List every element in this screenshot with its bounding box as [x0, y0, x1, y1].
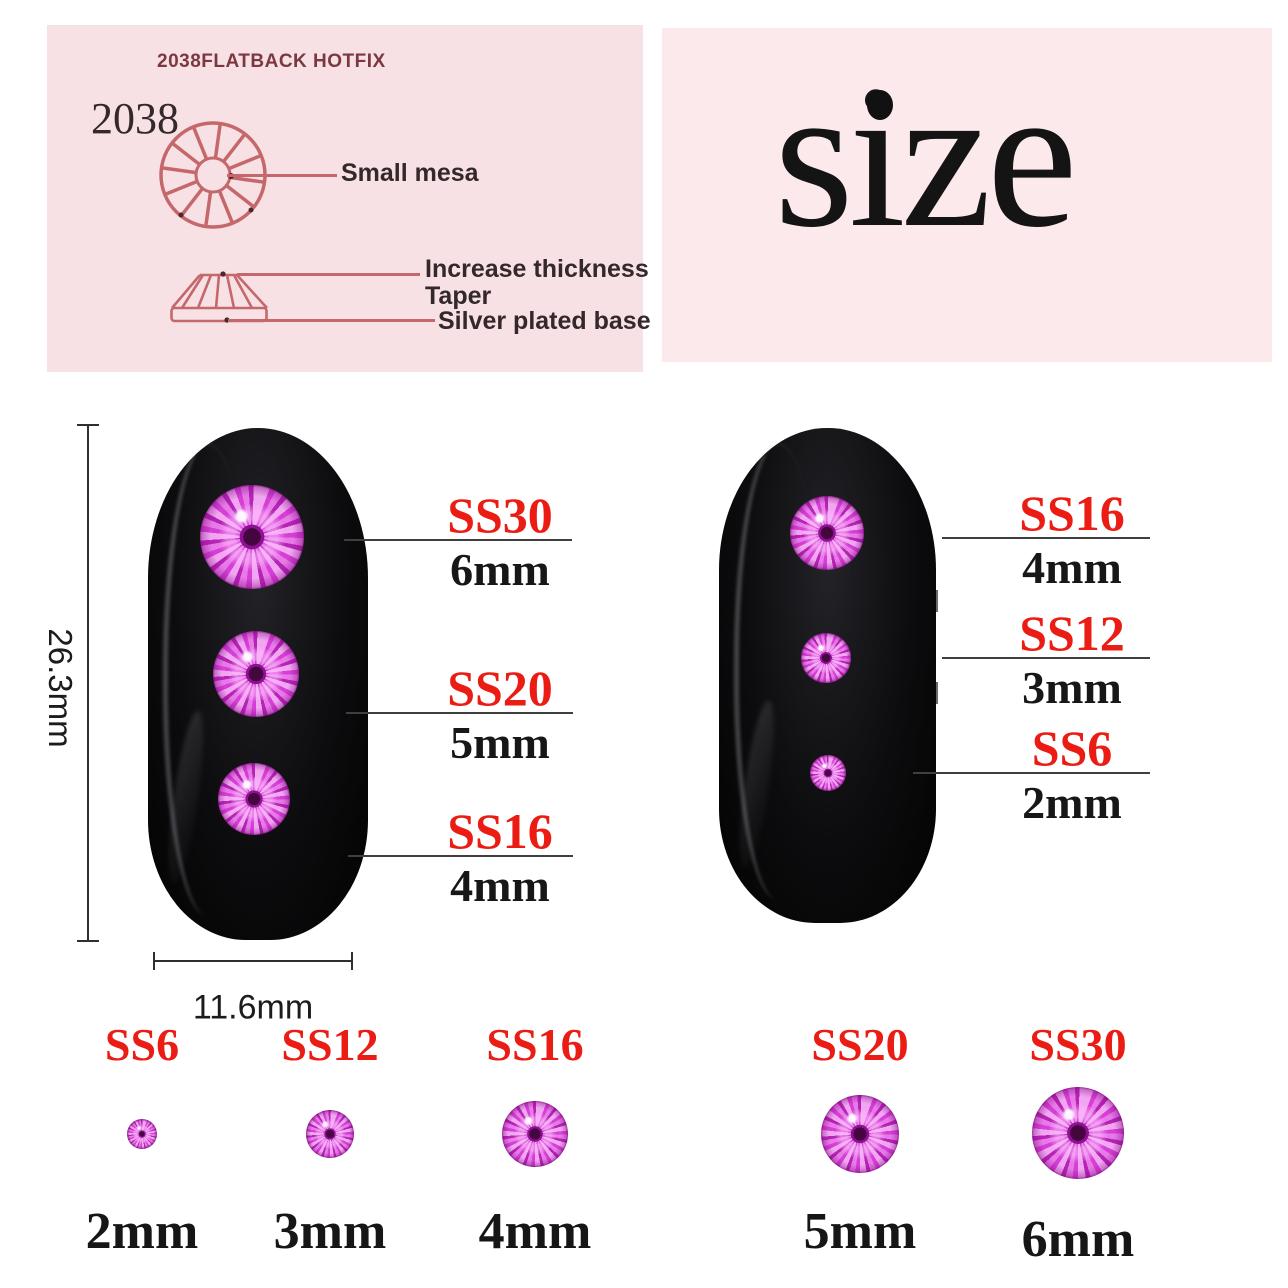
label-right-ss6-code: SS6 [1031, 720, 1113, 776]
row-ss6-code: SS6 [104, 1019, 180, 1070]
leader-left-ss16 [348, 855, 573, 857]
row-ss30-size: 6mm [1021, 1211, 1135, 1268]
label-right-ss16-code: SS16 [1019, 485, 1125, 541]
gem-row-ss30 [1032, 1087, 1124, 1179]
height-dimension-label: 26.3mm [42, 628, 79, 748]
label-left-ss16-size: 4mm [450, 860, 550, 911]
gem-left-ss20 [213, 631, 299, 717]
label-left-ss16-code: SS16 [447, 803, 553, 859]
leader-left-ss30 [344, 539, 572, 541]
label-right-ss16-size: 4mm [1022, 542, 1122, 593]
rhinestone-top-view-icon [159, 121, 267, 229]
rhinestone-side-view-icon [170, 271, 268, 323]
leader-right-ss12 [942, 657, 1150, 659]
spec-panel: 2038FLATBACK HOTFIX 2038 [47, 25, 651, 372]
gem-left-ss30 [200, 485, 304, 589]
callout-taper: Taper [425, 282, 492, 310]
i-dot [867, 90, 893, 120]
row-ss6-size: 2mm [85, 1203, 199, 1260]
base-leader-line [228, 319, 435, 322]
thickness-leader-line [237, 273, 420, 276]
width-dimension-line [153, 952, 353, 970]
label-left-ss20-code: SS20 [447, 660, 553, 716]
leader-left-ss20 [346, 712, 573, 714]
model-number: 2038 [91, 94, 179, 143]
row-ss20-size: 5mm [803, 1203, 917, 1260]
label-right-ss6-size: 2mm [1022, 777, 1122, 828]
size-heading: size [774, 43, 1078, 270]
row-ss20-code: SS20 [811, 1019, 909, 1070]
label-left-ss20-size: 5mm [450, 717, 550, 768]
gem-right-ss16 [790, 496, 864, 570]
gem-right-ss6 [810, 755, 846, 791]
spec-panel-title: 2038FLATBACK HOTFIX [157, 51, 386, 72]
gem-row-ss6 [127, 1119, 157, 1149]
gem-row-ss12 [306, 1110, 354, 1158]
label-left-ss30-code: SS30 [447, 487, 553, 543]
height-dimension-line [77, 424, 99, 942]
label-left-ss30-size: 6mm [450, 544, 550, 595]
gem-row-ss16 [502, 1101, 568, 1167]
gem-right-ss12 [801, 633, 851, 683]
mesa-leader-line [227, 174, 337, 177]
callout-increase-thickness: Increase thickness [425, 255, 649, 283]
row-ss16-size: 4mm [478, 1203, 592, 1260]
callout-silver-base: Silver plated base [438, 307, 651, 335]
size-panel: size [662, 28, 1272, 362]
row-ss16-code: SS16 [486, 1019, 584, 1070]
gem-left-ss16 [218, 763, 290, 835]
callout-small-mesa: Small mesa [341, 159, 479, 187]
width-dimension-label: 11.6mm [192, 988, 314, 1027]
label-right-ss12-code: SS12 [1019, 605, 1125, 661]
nail-right-edge-tick-2 [936, 682, 938, 704]
leader-right-ss16 [942, 537, 1150, 539]
gem-row-ss20 [821, 1095, 899, 1173]
label-right-ss12-size: 3mm [1022, 662, 1122, 713]
row-ss12-code: SS12 [281, 1019, 379, 1070]
row-ss12-size: 3mm [273, 1203, 387, 1260]
leader-right-ss6 [913, 772, 1150, 774]
nail-right-edge-tick-1 [936, 590, 938, 612]
row-ss30-code: SS30 [1029, 1019, 1127, 1070]
